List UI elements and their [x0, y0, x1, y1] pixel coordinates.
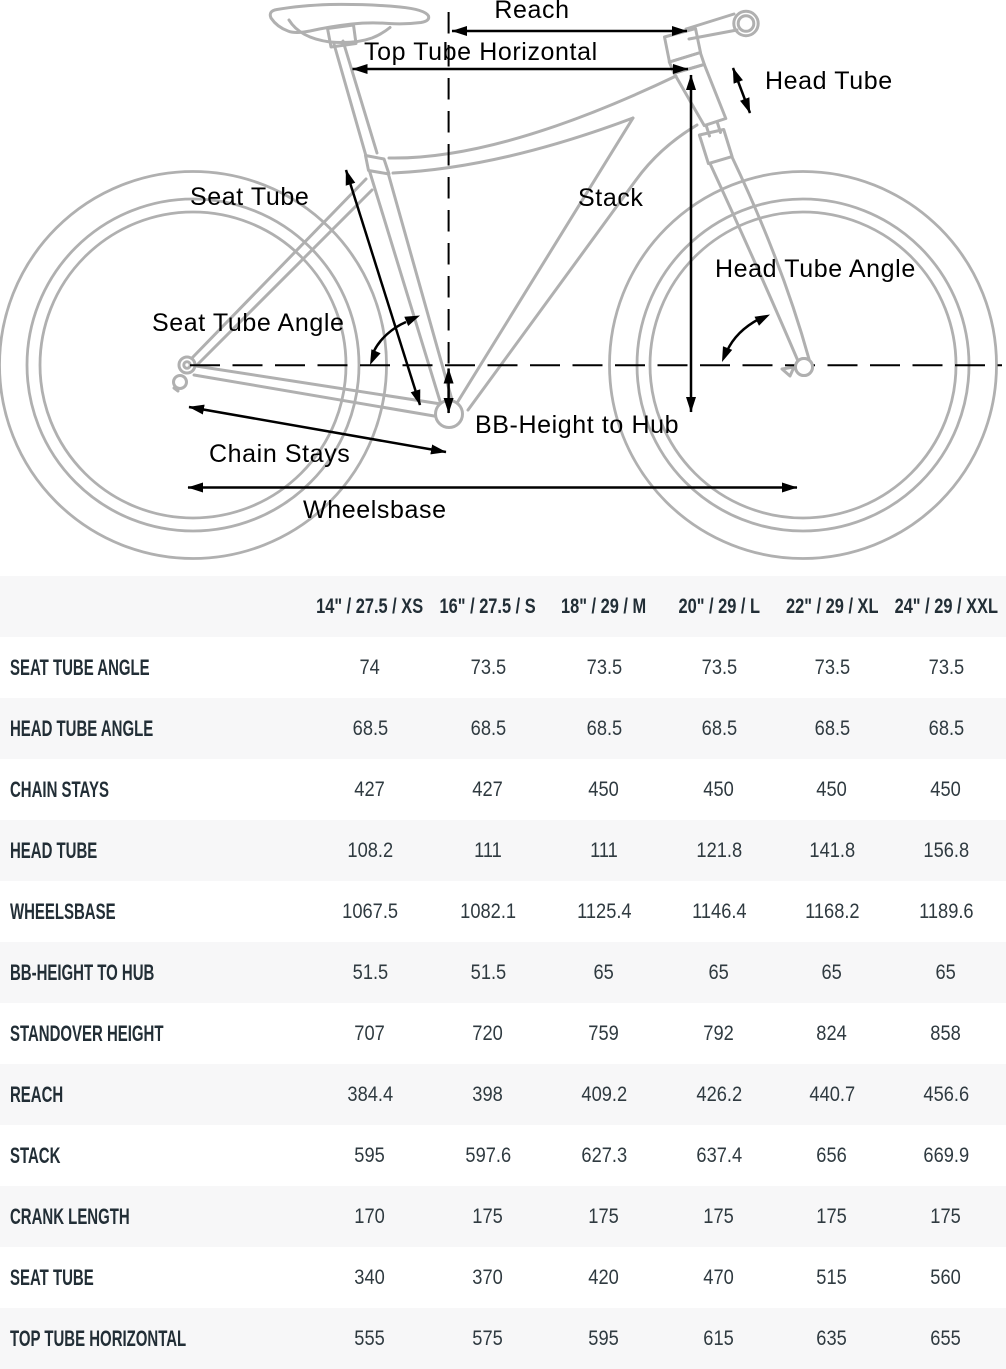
svg-text:Head Tube: Head Tube: [765, 67, 893, 95]
svg-text:Wheelsbase: Wheelsbase: [303, 496, 447, 524]
svg-text:Chain Stays: Chain Stays: [209, 440, 350, 468]
svg-text:Seat Tube Angle: Seat Tube Angle: [152, 309, 344, 337]
svg-text:Top Tube Horizontal: Top Tube Horizontal: [364, 38, 598, 66]
svg-text:Seat Tube: Seat Tube: [190, 183, 309, 211]
svg-text:BB-Height to Hub: BB-Height to Hub: [475, 411, 679, 439]
svg-text:Head Tube Angle: Head Tube Angle: [715, 255, 916, 283]
svg-text:Stack: Stack: [578, 184, 644, 212]
svg-text:Reach: Reach: [494, 0, 569, 24]
